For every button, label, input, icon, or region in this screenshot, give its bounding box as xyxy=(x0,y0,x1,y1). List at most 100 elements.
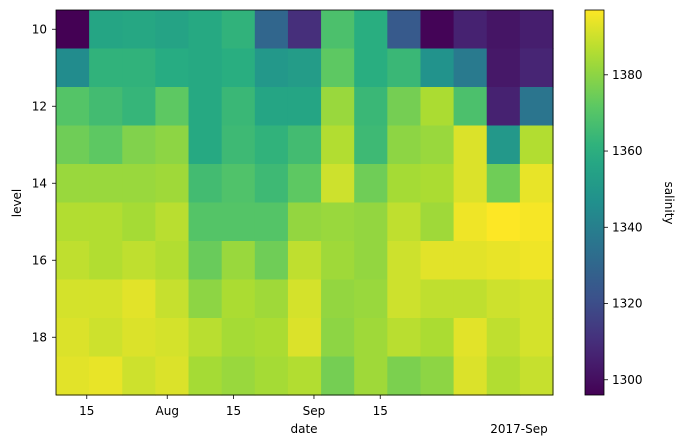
heatmap-cell xyxy=(387,241,422,281)
heatmap-cell xyxy=(56,87,90,127)
heatmap-cell xyxy=(155,279,190,319)
heatmap-cell xyxy=(354,356,388,396)
heatmap-cell xyxy=(453,48,488,88)
heatmap-cell xyxy=(420,202,455,242)
heatmap-cell xyxy=(89,279,123,319)
heatmap-cell xyxy=(56,10,90,50)
heatmap-cell xyxy=(321,241,355,281)
heatmap-cell xyxy=(453,356,488,396)
colorbar-label: salinity xyxy=(662,181,676,224)
heatmap-cell xyxy=(221,318,256,358)
heatmap-cell xyxy=(122,356,156,396)
heatmap-cell xyxy=(56,318,90,358)
colorbar-tick-label: 1380 xyxy=(612,68,643,82)
x-tick-label: 15 xyxy=(226,404,241,418)
heatmap-cell xyxy=(89,202,123,242)
heatmap-cell xyxy=(287,241,322,281)
colorbar-axis: 1300 1320 1340 1360 1380 xyxy=(604,68,643,387)
heatmap-cell xyxy=(155,164,190,204)
heatmap-cell xyxy=(486,318,521,358)
heatmap-cell xyxy=(221,164,256,204)
heatmap-cell xyxy=(56,241,90,281)
heatmap-cell xyxy=(486,125,521,165)
heatmap-cell xyxy=(420,318,455,358)
heatmap-cell xyxy=(155,87,190,127)
heatmap-cell xyxy=(122,318,156,358)
heatmap-cell xyxy=(321,87,355,127)
heatmap-cell xyxy=(254,356,289,396)
heatmap-cell xyxy=(254,10,289,50)
heatmap-cell xyxy=(122,164,156,204)
heatmap-cell xyxy=(155,125,190,165)
heatmap-cell xyxy=(354,48,388,88)
heatmap-cell xyxy=(221,202,256,242)
heatmap-cell xyxy=(287,356,322,396)
heatmap-cell xyxy=(254,279,289,319)
heatmap-cell xyxy=(122,202,156,242)
heatmap-cell xyxy=(188,279,223,319)
y-tick-label: 14 xyxy=(32,176,47,190)
heatmap-cell xyxy=(321,125,355,165)
heatmap-cell xyxy=(221,241,256,281)
heatmap-cell xyxy=(188,10,223,50)
heatmap-cell xyxy=(254,164,289,204)
x-tick-label: Sep xyxy=(303,404,326,418)
heatmap-cell xyxy=(354,318,388,358)
colorbar-tick-label: 1300 xyxy=(612,373,643,387)
heatmap-cells xyxy=(56,10,554,396)
heatmap-cell xyxy=(56,48,90,88)
heatmap-cell xyxy=(420,87,455,127)
heatmap-cell xyxy=(221,87,256,127)
x-axis-label: date xyxy=(290,422,317,436)
heatmap-cell xyxy=(453,87,488,127)
y-axis: 10 12 14 16 18 xyxy=(32,22,56,344)
heatmap-cell xyxy=(519,48,554,88)
heatmap-cell xyxy=(321,279,355,319)
heatmap-cell xyxy=(188,87,223,127)
heatmap-cell xyxy=(420,279,455,319)
heatmap-cell xyxy=(354,241,388,281)
heatmap-cell xyxy=(221,10,256,50)
heatmap-cell xyxy=(287,202,322,242)
heatmap-cell xyxy=(486,87,521,127)
heatmap-cell xyxy=(519,87,554,127)
heatmap-cell xyxy=(321,356,355,396)
heatmap-cell xyxy=(221,48,256,88)
heatmap-cell xyxy=(354,202,388,242)
heatmap-cell xyxy=(321,164,355,204)
heatmap-cell xyxy=(287,10,322,50)
heatmap-cell xyxy=(519,202,554,242)
heatmap-cell xyxy=(519,318,554,358)
colorbar-tick-label: 1340 xyxy=(612,220,643,234)
heatmap-cell xyxy=(122,10,156,50)
heatmap-cell xyxy=(254,318,289,358)
heatmap-cell xyxy=(89,48,123,88)
heatmap-cell xyxy=(56,356,90,396)
heatmap-cell xyxy=(354,87,388,127)
heatmap-cell xyxy=(122,48,156,88)
heatmap-cell xyxy=(287,164,322,204)
heatmap-cell xyxy=(122,125,156,165)
heatmap-cell xyxy=(254,87,289,127)
heatmap-cell xyxy=(453,241,488,281)
x-axis: 15 Aug 15 Sep 15 xyxy=(79,395,388,418)
heatmap-cell xyxy=(188,202,223,242)
heatmap-cell xyxy=(254,241,289,281)
heatmap-cell xyxy=(486,164,521,204)
heatmap-cell xyxy=(519,241,554,281)
heatmap-cell xyxy=(420,241,455,281)
heatmap-cell xyxy=(287,318,322,358)
heatmap-cell xyxy=(287,279,322,319)
heatmap-cell xyxy=(420,356,455,396)
heatmap-cell xyxy=(453,318,488,358)
heatmap-cell xyxy=(453,10,488,50)
heatmap-cell xyxy=(387,48,422,88)
heatmap-cell xyxy=(287,48,322,88)
heatmap-cell xyxy=(486,48,521,88)
heatmap-cell xyxy=(420,164,455,204)
heatmap-cell xyxy=(221,125,256,165)
heatmap-cell xyxy=(56,164,90,204)
heatmap-cell xyxy=(486,202,521,242)
y-tick-label: 16 xyxy=(32,253,47,267)
heatmap-cell xyxy=(387,356,422,396)
